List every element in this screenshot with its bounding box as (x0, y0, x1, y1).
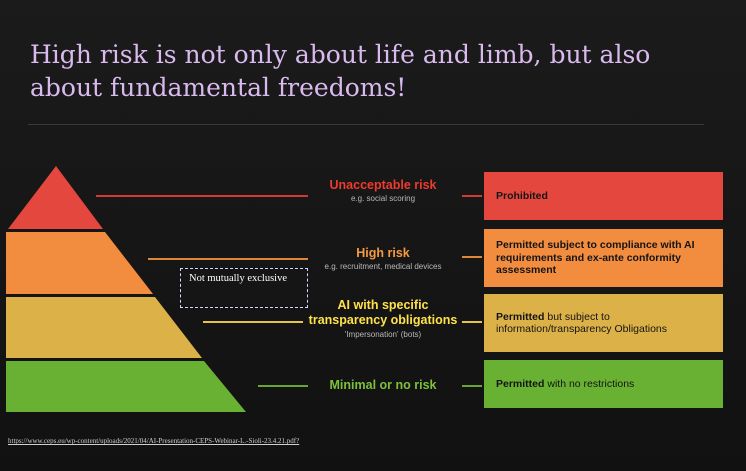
box-strong-text: Permitted (496, 310, 545, 323)
level-label-high: High risk e.g. recruitment, medical devi… (318, 246, 448, 272)
box-high: Permitted subject to compliance with AI … (484, 229, 723, 287)
level-title: AI with specific transparency obligation… (308, 298, 458, 327)
source-link[interactable]: https://www.ceps.eu/wp-content/uploads/2… (8, 437, 300, 445)
connector-high-left (148, 258, 308, 260)
title-divider (28, 124, 704, 125)
level-title: Unacceptable risk (329, 178, 437, 192)
box-unacceptable: Prohibited (484, 172, 723, 220)
slide-title: High risk is not only about life and lim… (30, 40, 651, 102)
pyramid-tier-high (6, 232, 153, 294)
pyramid-tier-unacceptable (8, 166, 103, 229)
box-text: but subject to information/transparency … (496, 310, 668, 336)
level-label-unacceptable: Unacceptable risk e.g. social scoring (308, 178, 458, 204)
level-label-minimal: Minimal or no risk (308, 378, 458, 393)
level-example: e.g. social scoring (350, 194, 416, 203)
not-mutually-exclusive-note: Not mutually exclusive (180, 268, 308, 308)
level-label-specific: AI with specific transparency obligation… (303, 298, 463, 340)
connector-specific-left (203, 321, 303, 323)
level-example: e.g. recruitment, medical devices (324, 262, 442, 271)
box-specific: Permitted but subject to information/tra… (484, 294, 723, 352)
box-strong-text: Permitted (496, 377, 545, 390)
connector-unacceptable-right (462, 195, 482, 197)
level-title: High risk (356, 246, 410, 260)
connector-unacceptable-left (96, 195, 308, 197)
connector-high-right (462, 256, 482, 258)
level-title: Minimal or no risk (329, 378, 437, 392)
connector-specific-right (462, 321, 482, 323)
box-text: with no restrictions (544, 377, 635, 390)
connector-minimal-right (462, 385, 482, 387)
pyramid-tier-specific (6, 297, 202, 358)
box-strong-text: Permitted subject to compliance with AI … (496, 239, 695, 277)
level-example: 'Impersonation' (bots) (344, 330, 422, 339)
pyramid-tier-minimal (6, 361, 246, 412)
connector-minimal-left (258, 385, 308, 387)
box-minimal: Permitted with no restrictions (484, 360, 723, 408)
box-strong-text: Prohibited (496, 189, 548, 202)
